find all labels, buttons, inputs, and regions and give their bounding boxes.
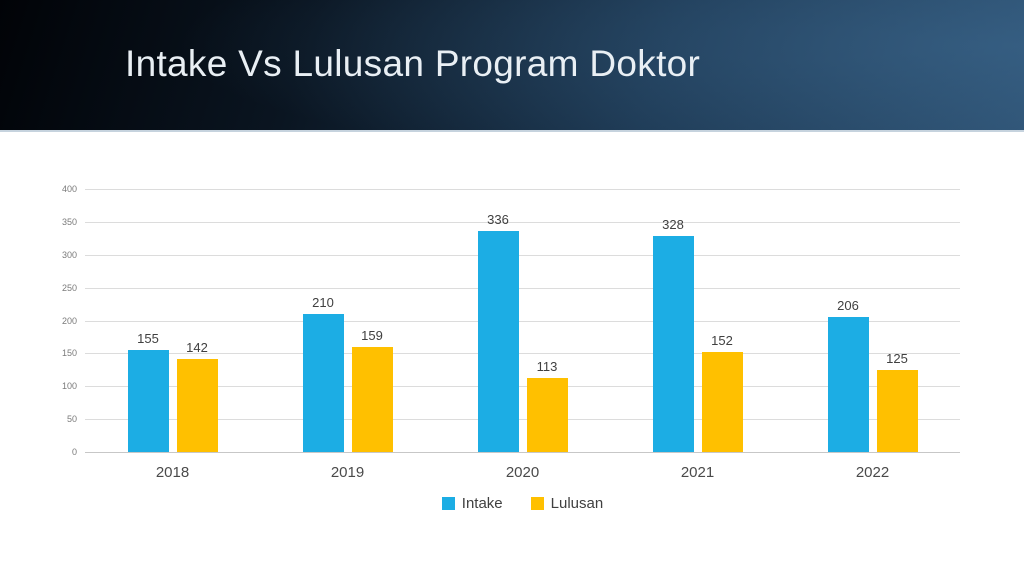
bar-intake-2018 bbox=[127, 350, 169, 452]
x-axis-tick-2018: 2018 bbox=[155, 464, 190, 481]
data-label-intake-2020: 336 bbox=[487, 212, 509, 228]
data-label-lulusan-2019: 159 bbox=[361, 328, 383, 344]
legend-swatch-lulusan bbox=[530, 497, 544, 510]
y-axis-tick-300: 300 bbox=[61, 249, 77, 260]
y-axis-tick-200: 200 bbox=[61, 315, 77, 326]
gridline-350 bbox=[85, 221, 960, 223]
data-label-lulusan-2022: 125 bbox=[886, 350, 908, 366]
bar-intake-2021 bbox=[652, 236, 694, 452]
y-axis-tick-150: 150 bbox=[61, 348, 77, 359]
data-label-lulusan-2018: 142 bbox=[186, 339, 208, 355]
y-axis-tick-0: 0 bbox=[71, 447, 77, 457]
gridline-100 bbox=[85, 386, 960, 388]
bar-lulusan-2019 bbox=[351, 347, 393, 452]
data-label-intake-2022: 206 bbox=[837, 297, 859, 313]
chart-legend: Intake Lulusan bbox=[85, 495, 960, 512]
y-axis-tick-400: 400 bbox=[61, 184, 77, 194]
chart-plot-area: 0 50 100 150 200 250 300 350 400 155 142 210 159 336 1… bbox=[62, 184, 960, 457]
y-axis-tick-50: 50 bbox=[66, 414, 77, 425]
x-axis-labels: 2018 2019 2020 2021 2022 bbox=[85, 464, 960, 484]
bar-lulusan-2021 bbox=[701, 352, 743, 452]
bar-intake-2019 bbox=[302, 313, 344, 452]
data-label-lulusan-2020: 113 bbox=[536, 358, 558, 374]
y-axis-tick-100: 100 bbox=[61, 381, 77, 392]
x-axis-tick-2019: 2019 bbox=[330, 464, 365, 481]
slide-title: Intake Vs Lulusan Program Doktor bbox=[125, 43, 701, 84]
data-label-intake-2021: 328 bbox=[662, 217, 684, 233]
legend-swatch-intake bbox=[441, 497, 455, 510]
data-label-intake-2019: 210 bbox=[312, 294, 334, 310]
gridline-300 bbox=[85, 254, 960, 256]
gridline-200 bbox=[85, 320, 960, 322]
bar-intake-2022 bbox=[827, 316, 869, 452]
slide-header: Intake Vs Lulusan Program Doktor bbox=[0, 0, 1024, 132]
x-axis-tick-2020: 2020 bbox=[505, 464, 540, 481]
y-axis-tick-350: 350 bbox=[61, 216, 77, 227]
gridline-150 bbox=[85, 353, 960, 355]
bar-lulusan-2022 bbox=[876, 369, 918, 452]
bar-intake-2020 bbox=[477, 231, 519, 452]
bar-lulusan-2020 bbox=[526, 377, 568, 452]
gridline-250 bbox=[85, 287, 960, 289]
x-axis-tick-2022: 2022 bbox=[855, 464, 890, 481]
legend-label-lulusan: Lulusan bbox=[550, 495, 604, 512]
legend-item-intake: Intake bbox=[441, 495, 503, 512]
x-axis-tick-2021: 2021 bbox=[680, 464, 715, 481]
gridline-0 bbox=[85, 452, 960, 453]
gridline-50 bbox=[85, 419, 960, 421]
gridline-400 bbox=[85, 189, 960, 190]
data-label-intake-2018: 155 bbox=[137, 331, 159, 347]
legend-item-lulusan: Lulusan bbox=[530, 495, 604, 512]
y-axis-tick-250: 250 bbox=[61, 282, 77, 293]
legend-label-intake: Intake bbox=[461, 495, 503, 512]
data-label-lulusan-2021: 152 bbox=[711, 333, 733, 349]
bar-lulusan-2018 bbox=[176, 358, 218, 452]
